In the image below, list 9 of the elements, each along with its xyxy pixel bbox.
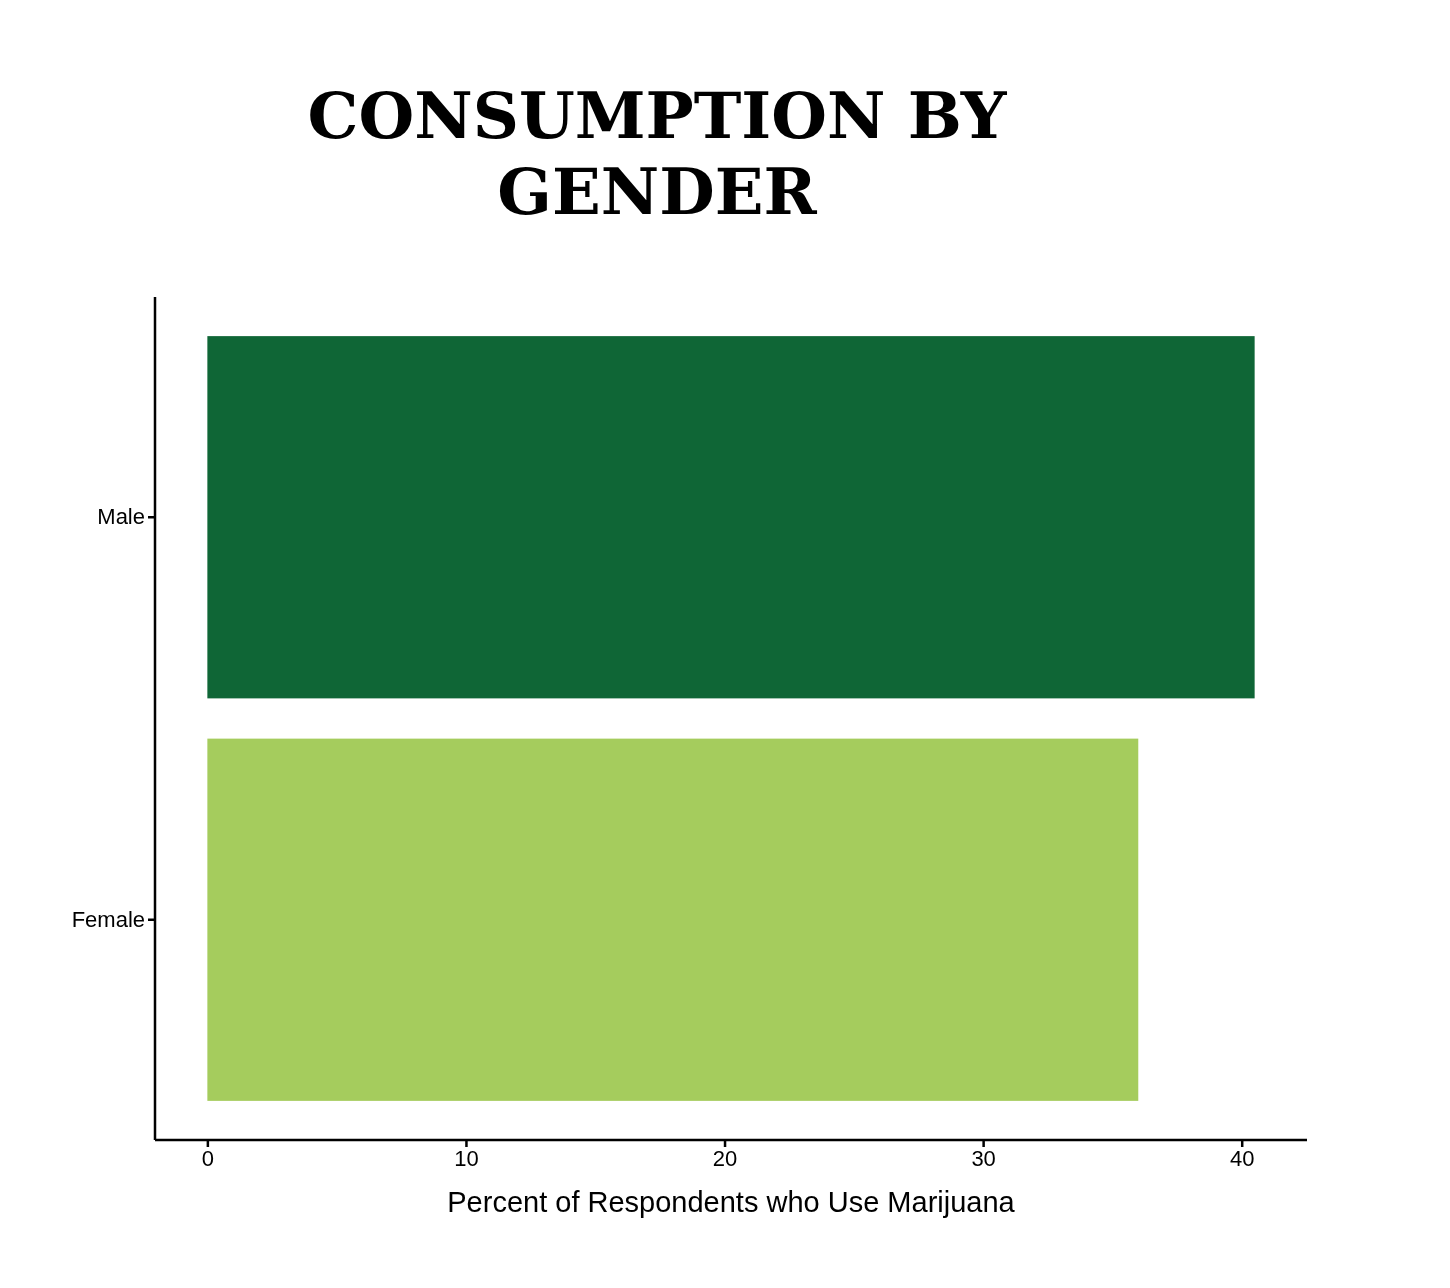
chart-title: CONSUMPTION BY GENDER [307,78,1008,229]
x-tick-label: 10 [454,1145,479,1171]
x-tick-label: 30 [971,1145,996,1171]
x-tick-label: 40 [1229,1145,1255,1171]
y-tick-label: Male [97,504,145,530]
y-tick-label: Female [71,906,145,932]
x-tick-label: 20 [712,1145,738,1171]
x-tick-label: 0 [201,1145,214,1171]
x-axis-title: Percent of Respondents who Use Marijuana [447,1186,1016,1218]
